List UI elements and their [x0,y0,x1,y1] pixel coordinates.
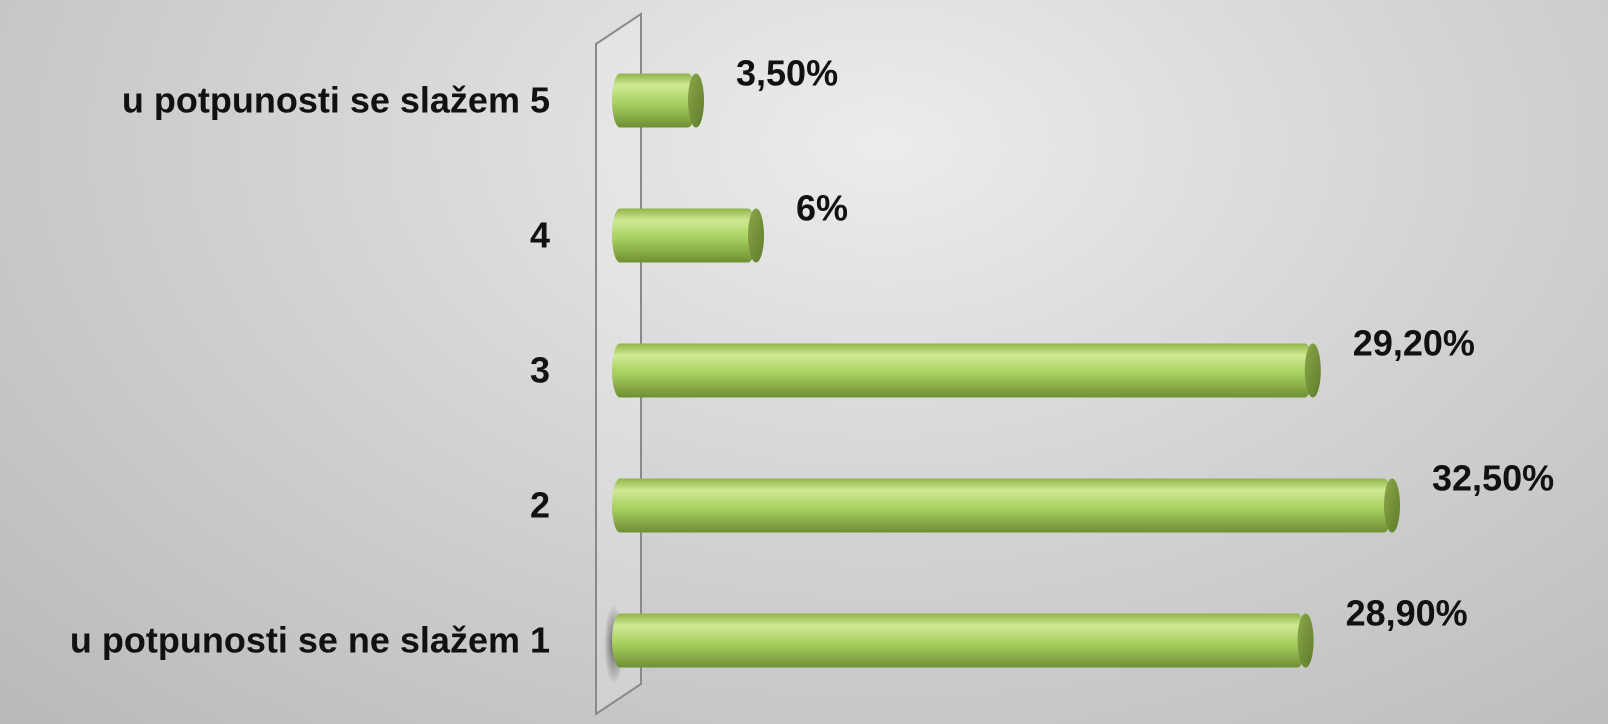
category-label: u potpunosti se ne slažem 1 [70,620,550,661]
data-label: 3,50% [736,53,838,94]
bar-end-cap [748,208,764,263]
bar [612,73,696,128]
bar-group [612,478,1400,533]
bar-end-cap [1384,478,1400,533]
bar-group [604,604,1314,685]
bar [612,343,1313,398]
bar [612,613,1306,668]
bar-group [612,343,1321,398]
category-label: 4 [530,215,550,256]
labels: u potpunosti se slažem 5 3,50% 4 6% 3 29,20% 2… [70,53,1554,661]
data-label: 28,90% [1346,593,1468,634]
data-label: 32,50% [1432,458,1554,499]
category-label: 3 [530,350,550,391]
bar [612,208,756,263]
category-label: u potpunosti se slažem 5 [122,80,550,121]
category-label: 2 [530,485,550,526]
bar-group [612,208,764,263]
bar [612,478,1392,533]
data-label: 6% [796,188,848,229]
bar-end-cap [1304,343,1321,398]
bar-end-cap [1297,613,1314,668]
bars [604,73,1400,685]
bar-end-cap [688,73,704,128]
bar-group [612,73,704,128]
data-label: 29,20% [1353,323,1475,364]
